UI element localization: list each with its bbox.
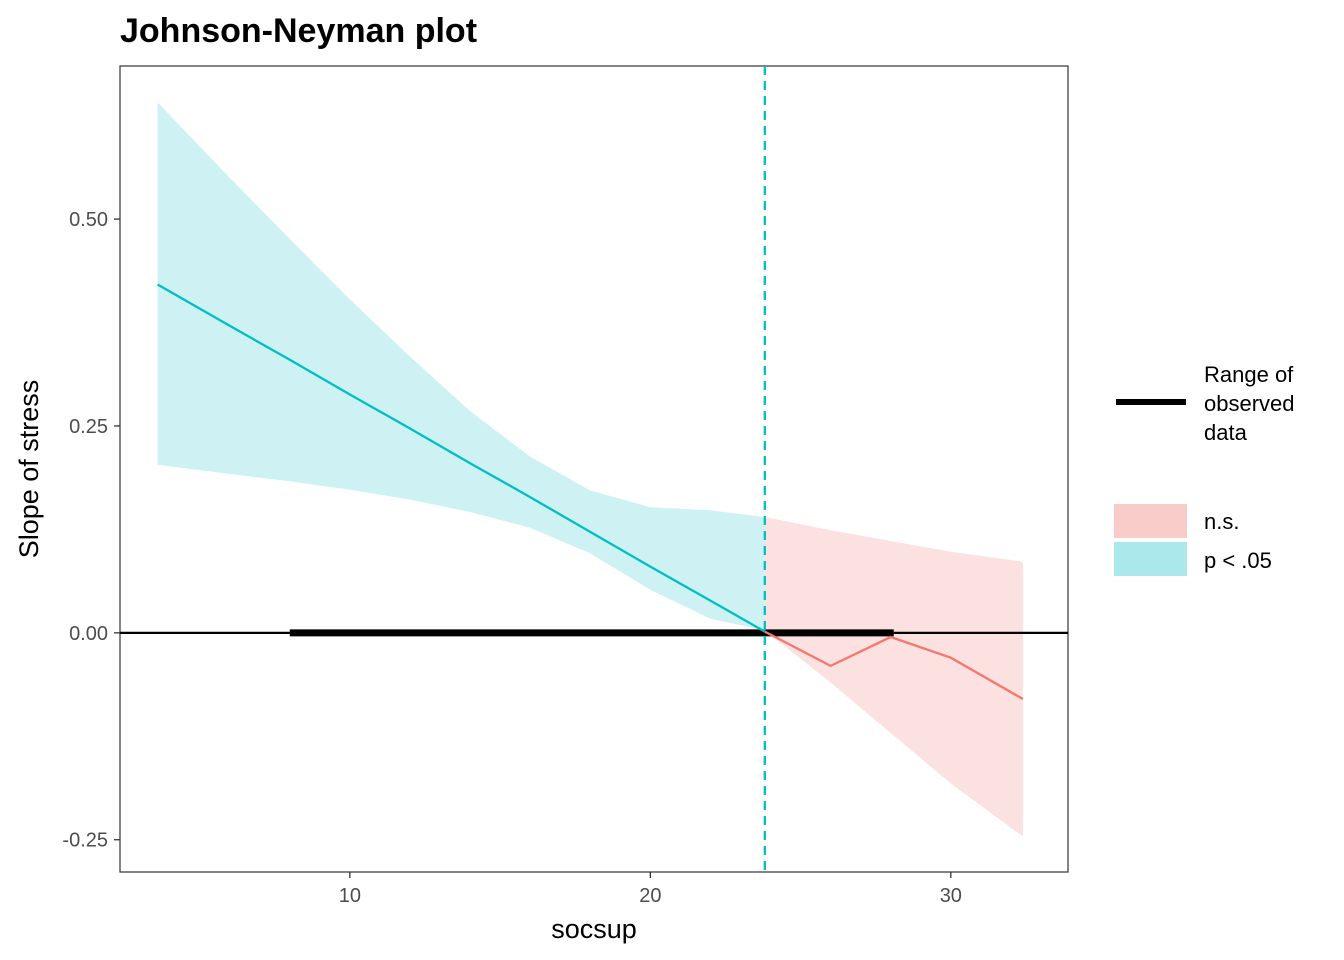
slope-line-ns [764,630,1024,700]
axis-layer: 10 20 30 -0.25 0.00 0.25 0.50 [62,209,962,907]
x-axis-title: socsup [551,914,637,944]
legend-sig-label: p < .05 [1204,548,1272,573]
legend-ns-label: n.s. [1204,509,1239,534]
chart-title: Johnson-Neyman plot [120,12,477,50]
x-tick-label: 20 [639,885,661,907]
legend-observed-range-label-line1: Range of [1204,362,1294,387]
slope-line-significant [157,283,766,633]
legend-sig-key [1114,542,1187,576]
confidence-band-ns [764,517,1023,837]
x-tick-label: 30 [940,885,962,907]
y-axis-title: Slope of stress [14,380,44,559]
legend: Range of observed data n.s. p < .05 [1114,362,1295,576]
x-tick-label: 10 [339,885,361,907]
legend-observed-range-label-line2: observed [1204,391,1295,416]
confidence-band-significant [157,102,765,631]
y-tick-label: -0.25 [62,830,108,852]
y-tick-label: 0.25 [69,416,108,438]
y-tick-label: 0.00 [69,623,108,645]
legend-observed-range-label-line3: data [1204,420,1248,445]
legend-ns-key [1114,504,1187,538]
y-tick-label: 0.50 [69,209,108,231]
plot-layer [120,66,1068,872]
